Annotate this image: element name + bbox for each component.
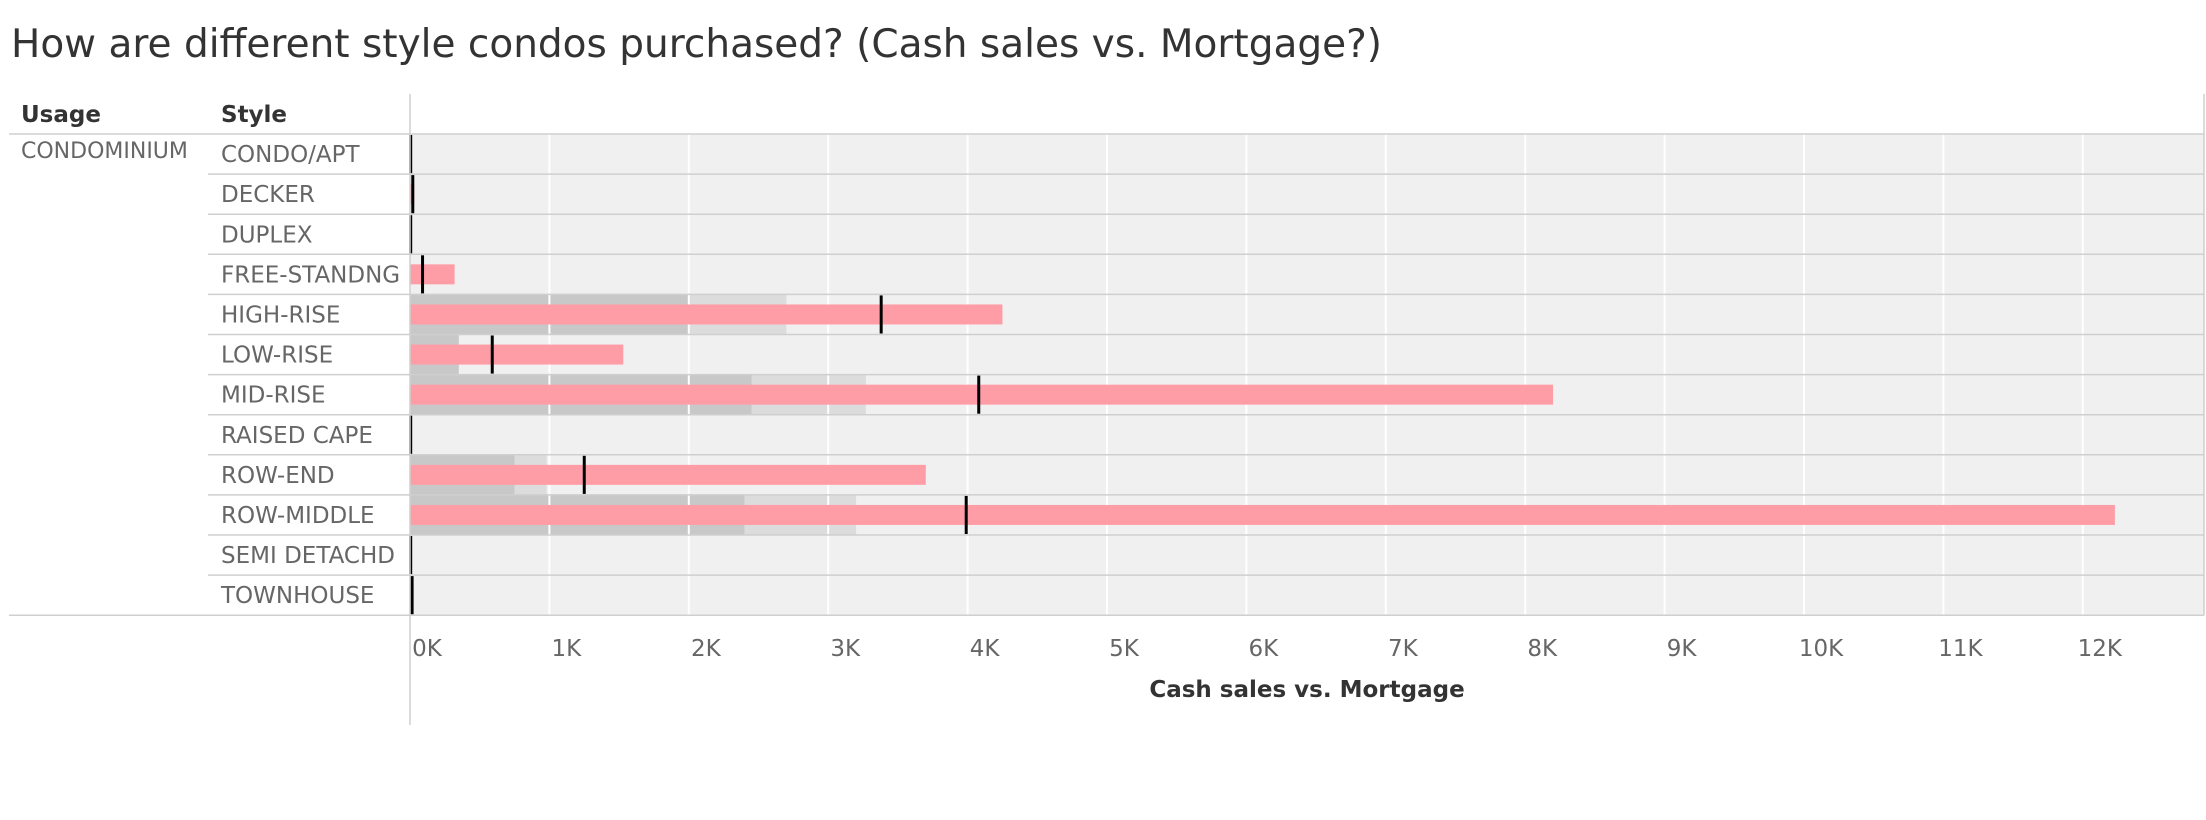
- x-tick-label: 7K: [1388, 636, 1419, 662]
- x-tick-label: 12K: [2078, 636, 2123, 662]
- style-column-header: Style: [221, 102, 288, 128]
- row-label-duplex: DUPLEX: [221, 222, 313, 248]
- row-label-row-end: ROW-END: [221, 463, 335, 489]
- x-tick-label: 4K: [970, 636, 1001, 662]
- x-tick-label: 6K: [1249, 636, 1280, 662]
- x-tick-label: 5K: [1109, 636, 1140, 662]
- bar-mid-rise: [410, 384, 1554, 405]
- row-label-high-rise: HIGH-RISE: [221, 302, 340, 328]
- row-label-condo-apt: CONDO/APT: [221, 142, 361, 168]
- row-label-decker: DECKER: [221, 182, 315, 208]
- bar-row-middle: [410, 504, 2115, 525]
- x-tick-label: 0K: [412, 636, 443, 662]
- x-tick-label: 8K: [1527, 636, 1558, 662]
- x-tick-label: 11K: [1938, 636, 1983, 662]
- x-tick-label: 10K: [1799, 636, 1844, 662]
- bar-low-rise: [410, 344, 624, 365]
- x-axis-title: Cash sales vs. Mortgage: [1149, 677, 1465, 703]
- row-label-low-rise: LOW-RISE: [221, 343, 333, 369]
- bar-high-rise: [410, 304, 1003, 325]
- chart-title: How are different style condos purchased…: [11, 22, 1383, 67]
- usage-column-header: Usage: [21, 102, 101, 128]
- row-label-townhouse: TOWNHOUSE: [220, 583, 374, 609]
- row-label-row-middle: ROW-MIDDLE: [221, 503, 375, 529]
- row-label-mid-rise: MID-RISE: [221, 383, 326, 409]
- x-tick-label: 3K: [830, 636, 861, 662]
- bar-row-end: [410, 464, 926, 485]
- bars: [410, 144, 2115, 606]
- usage-value-condominium: CONDOMINIUM: [21, 139, 188, 164]
- row-label-semi-detachd: SEMI DETACHD: [221, 543, 395, 569]
- row-labels: CONDO/APT DECKER DUPLEX FREE-STANDNG HIGH-RI…: [220, 142, 400, 609]
- bar-free-standng: [410, 264, 455, 285]
- row-label-free-standng: FREE-STANDNG: [221, 262, 400, 288]
- x-axis-ticks: 0K 1K 2K 3K 4K 5K 6K 7K 8K 9K 10K 11K 12K: [412, 636, 2123, 662]
- x-tick-label: 2K: [691, 636, 722, 662]
- row-label-raised-cape: RAISED CAPE: [221, 423, 373, 449]
- x-tick-label: 1K: [552, 636, 583, 662]
- row-dividers: [9, 94, 2205, 725]
- x-tick-label: 9K: [1667, 636, 1698, 662]
